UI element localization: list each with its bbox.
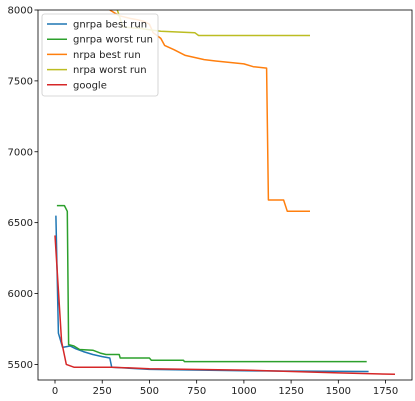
legend-item: nrpa worst run: [47, 65, 147, 76]
y-tick-label: 7000: [8, 147, 33, 158]
x-tick-label: 500: [140, 386, 159, 397]
legend-box: [41, 13, 159, 97]
x-tick-label: 250: [93, 386, 112, 397]
x-tick-label: 750: [187, 386, 206, 397]
legend-item: gnrpa worst run: [47, 35, 153, 46]
axes: 0 250 500 750 1000 1250 1500 1750 5500 6000 6500 70…: [8, 6, 413, 397]
x-tick-label: 1750: [373, 386, 398, 397]
legend-item: nrpa best run: [47, 50, 141, 61]
legend-label: gnrpa best run: [73, 20, 147, 31]
legend: gnrpa best run gnrpa worst run nrpa best r…: [41, 13, 159, 97]
x-tick-label: 0: [52, 386, 58, 397]
series-line-gnrpa-worst-run: [56, 204, 367, 363]
x-tick-label: 1250: [278, 386, 303, 397]
x-tick-label: 1500: [326, 386, 351, 397]
y-tick-label: 7500: [8, 76, 33, 87]
series-line-gnrpa-best-run: [55, 215, 369, 373]
y-tick-label: 6000: [8, 289, 33, 300]
legend-label: gnrpa worst run: [73, 35, 153, 46]
y-tick-label: 5500: [8, 360, 33, 371]
legend-label: google: [73, 80, 107, 91]
series-line-google: [54, 235, 396, 376]
x-tick-label: 1000: [231, 386, 256, 397]
legend-label: nrpa worst run: [73, 65, 147, 76]
plot-frame: [37, 9, 413, 381]
legend-item: google: [47, 80, 107, 91]
legend-item: gnrpa best run: [47, 20, 147, 31]
legend-label: nrpa best run: [73, 50, 141, 61]
y-tick-label: 8000: [8, 6, 33, 17]
y-tick-label: 6500: [8, 218, 33, 229]
